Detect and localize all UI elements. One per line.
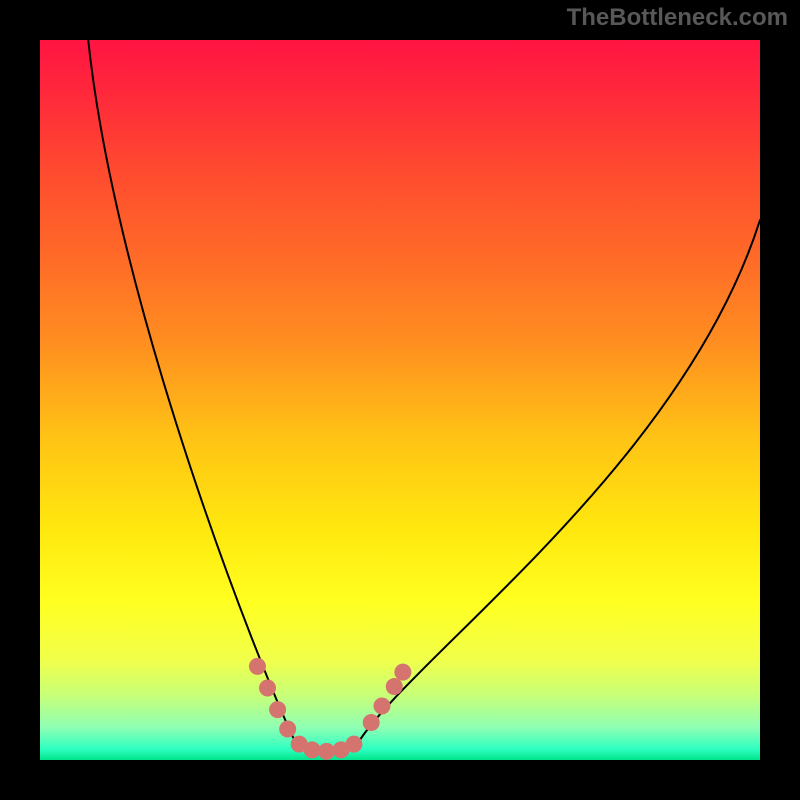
figure-root: TheBottleneck.com bbox=[0, 0, 800, 800]
watermark-text: TheBottleneck.com bbox=[567, 4, 788, 32]
plot-area bbox=[40, 40, 760, 760]
marker-point bbox=[345, 736, 362, 753]
marker-point bbox=[394, 664, 411, 681]
marker-point bbox=[363, 714, 380, 731]
marker-point bbox=[374, 698, 391, 715]
marker-point bbox=[269, 701, 286, 718]
marker-point bbox=[304, 741, 321, 758]
marker-point bbox=[279, 721, 296, 738]
gradient-background bbox=[40, 40, 760, 760]
marker-point bbox=[318, 743, 335, 760]
marker-point bbox=[249, 658, 266, 675]
chart-svg bbox=[40, 40, 760, 760]
marker-point bbox=[259, 680, 276, 697]
marker-point bbox=[386, 678, 403, 695]
